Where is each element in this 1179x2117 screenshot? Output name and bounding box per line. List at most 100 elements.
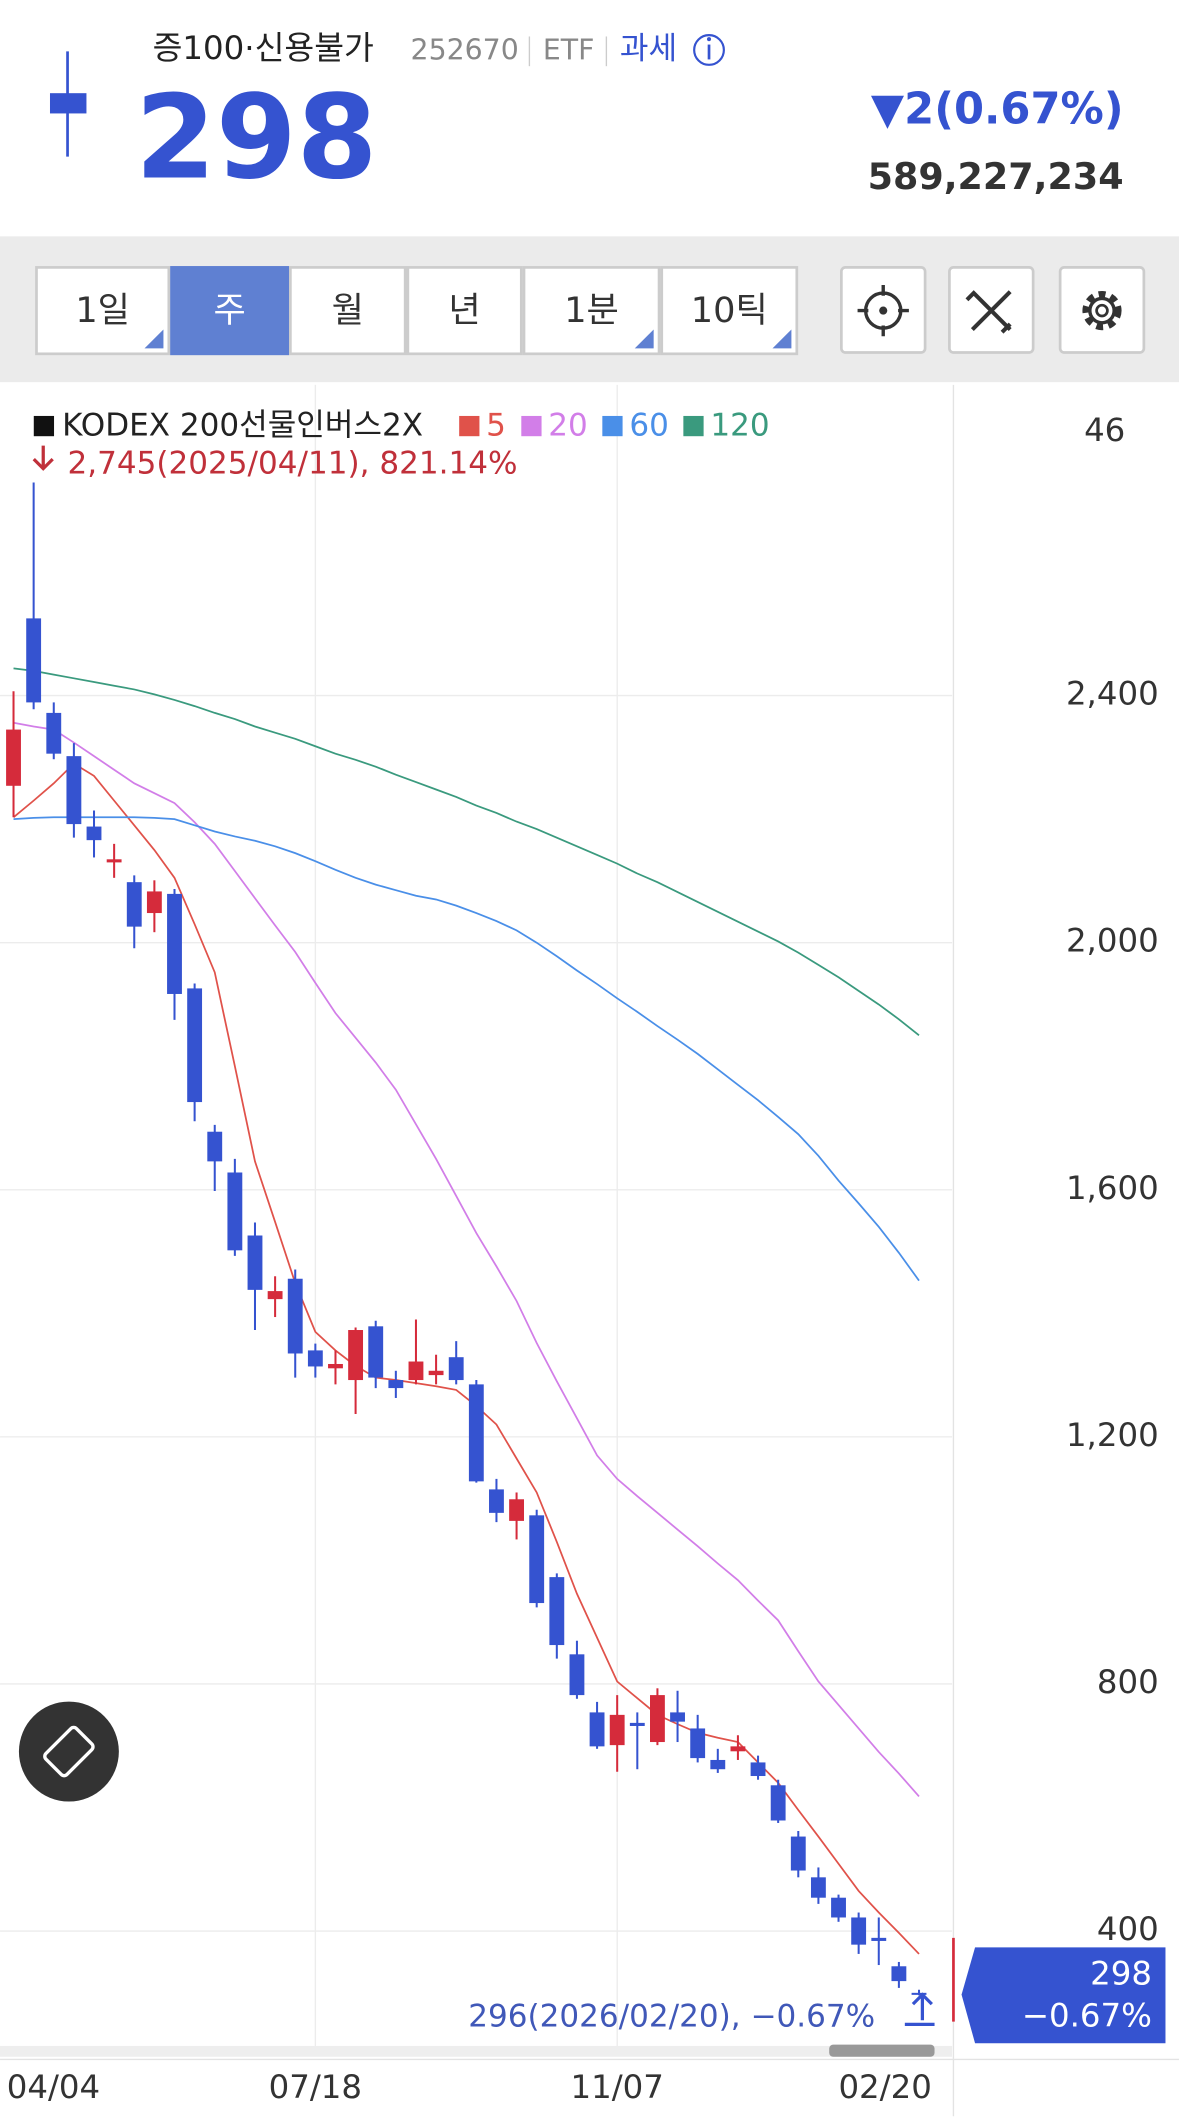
candle-body [851, 1917, 867, 1945]
toolbar: 1일 주 월 년 1분 10틱 [35, 266, 799, 356]
legend: 5 20 60 120 [459, 408, 770, 444]
candle-body [489, 1489, 504, 1513]
candle-body [46, 712, 62, 754]
period-button[interactable] [406, 266, 523, 356]
moving-average [12, 762, 920, 1955]
moving-average [13, 816, 920, 1282]
moving-average [13, 721, 920, 1797]
candle-body [790, 1836, 806, 1871]
candle-body [810, 1877, 826, 1898]
low-arrow [904, 1992, 935, 2026]
candle-body [448, 1357, 464, 1381]
candle-body [871, 1937, 887, 1941]
candle-body [26, 618, 42, 703]
candle-body [6, 729, 21, 786]
legend-square [33, 415, 55, 437]
legend-swatch [602, 415, 623, 437]
period-label: 월 [332, 290, 364, 331]
header-bg [0, 0, 1179, 237]
candle-body [66, 756, 82, 825]
candle-body [831, 1897, 846, 1918]
top-label: 46 [1084, 411, 1125, 449]
candle-body [891, 1966, 907, 1982]
period-label: 1분 [564, 290, 619, 331]
y-tick-label: 400 [1097, 1910, 1159, 1948]
candle-body [267, 1291, 283, 1300]
candle-body [750, 1762, 766, 1777]
draw-icon [965, 290, 1012, 334]
candle-body [589, 1712, 605, 1747]
candle-body [468, 1384, 484, 1482]
candle-body [509, 1499, 525, 1521]
stock-name: 증100·신용불가 [153, 29, 374, 67]
gear-icon [1088, 296, 1116, 325]
candle-body [368, 1326, 384, 1378]
gear-hole [1095, 303, 1109, 318]
candle-body [549, 1577, 565, 1646]
y-tick-label: 2,000 [1066, 922, 1159, 960]
candle-body [167, 893, 182, 994]
current-price: 298 [135, 71, 377, 206]
low-annotation: 296(2026/02/20), −0.67% [468, 1999, 875, 2035]
candle-body [690, 1728, 706, 1759]
candle-body [388, 1380, 404, 1389]
info-icon-dot [706, 37, 712, 42]
y-tick-label: 1,200 [1066, 1416, 1159, 1454]
legend-swatch [521, 415, 542, 437]
legend-swatch [459, 415, 480, 437]
price-tag [961, 1947, 1166, 2044]
candle-body [247, 1235, 263, 1290]
candle-body [348, 1330, 364, 1381]
candle-body [146, 891, 162, 914]
period-label: 년 [448, 290, 480, 331]
period-button[interactable] [660, 266, 799, 356]
candle-body [207, 1131, 223, 1162]
gear-teeth [1082, 291, 1122, 331]
price-tag-change: −0.67% [1022, 1997, 1152, 2035]
scroll-thumb[interactable] [829, 2044, 935, 2057]
candle-body [106, 859, 122, 863]
period-label: 주 [213, 290, 245, 331]
high-annotation: 2,745(2025/04/11), 821.14% [68, 446, 518, 482]
period-button[interactable] [289, 266, 407, 356]
candle-body [770, 1785, 786, 1821]
grid: 400 800 1,200 1,600 2,000 2,400 04/04 07/18 11/0… [0, 384, 1159, 2106]
period-button[interactable] [35, 266, 171, 356]
crosshair-ticks [857, 284, 909, 337]
period-button[interactable] [522, 266, 661, 356]
legend-title: KODEX 200선물인버스2X [62, 408, 423, 444]
market: ETF [543, 33, 595, 66]
tax[interactable]: 과세 [620, 31, 677, 67]
candle-body [650, 1695, 665, 1743]
x-tick-label: 07/18 [269, 2068, 362, 2106]
rotate-button[interactable] [18, 1701, 119, 1802]
crosshair-dot [879, 306, 888, 315]
stock-code: 252670 [411, 33, 519, 66]
legend-swatch [683, 415, 704, 437]
price-tag-value: 298 [1090, 1955, 1152, 1993]
candle-body [187, 988, 203, 1103]
candle-body [609, 1714, 625, 1746]
candle-body [328, 1363, 343, 1369]
info-icon[interactable] [693, 34, 725, 66]
scroll-track [0, 2045, 953, 2057]
legend-label: 60 [629, 408, 669, 444]
settings-button[interactable] [1058, 266, 1146, 354]
candle-body [730, 1746, 746, 1752]
legend-label: 5 [486, 408, 506, 444]
candle-body [529, 1515, 545, 1604]
plot [6, 482, 927, 1996]
header-candle-body [49, 93, 87, 114]
y-tick-label: 2,400 [1066, 675, 1159, 713]
period-button[interactable] [170, 266, 290, 356]
x-tick-label: 04/04 [7, 2068, 100, 2106]
candle-body [428, 1370, 444, 1376]
legend-label: 120 [710, 408, 769, 444]
rotate-icon [43, 1725, 95, 1778]
legend-label: 20 [548, 408, 588, 444]
candle-body [408, 1361, 424, 1381]
candle-body [710, 1759, 726, 1770]
x-tick-label: 11/07 [570, 2068, 663, 2106]
